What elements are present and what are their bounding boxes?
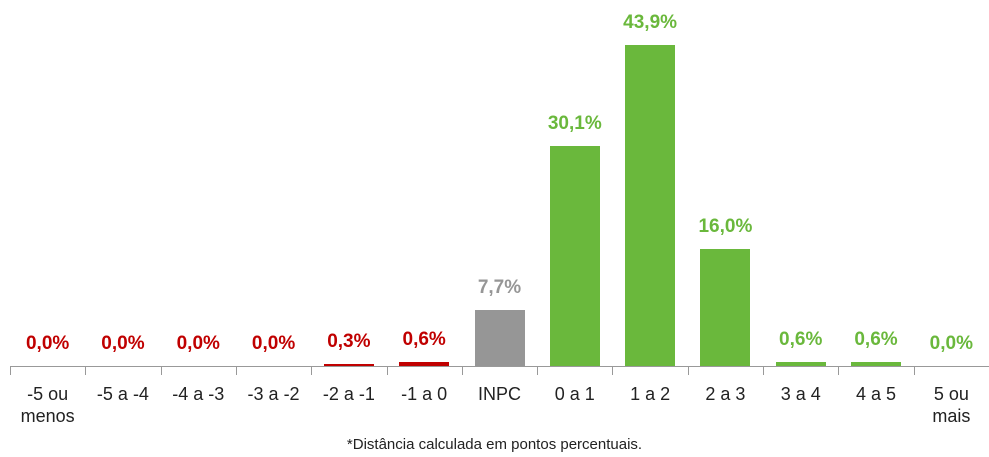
value-label: 0,6% <box>854 328 898 350</box>
value-label: 0,0% <box>101 333 145 354</box>
x-tick-label: INPC <box>477 384 521 404</box>
tick <box>461 366 463 375</box>
value-label: 0,0% <box>176 333 220 354</box>
note: *Distância calculada em pontos percentua… <box>346 436 643 453</box>
value-label: 0,6% <box>779 328 823 350</box>
x-tick-label: -3 a -2 <box>247 384 300 404</box>
x-tick-label: -2 a -1 <box>322 384 375 404</box>
tick <box>10 366 11 375</box>
value-label: 0,0% <box>929 333 973 354</box>
bar <box>399 361 450 366</box>
tick <box>235 366 237 375</box>
tick <box>687 366 689 375</box>
tick <box>838 366 840 375</box>
tick <box>913 366 915 375</box>
bar <box>700 249 751 366</box>
value-label: 30,1% <box>547 112 602 134</box>
value-label: 0,0% <box>251 333 296 354</box>
value-label: 7,7% <box>477 276 522 298</box>
value-label: 0,3% <box>327 330 371 352</box>
value-label: 0,6% <box>402 328 446 350</box>
x-tick-label: -4 a -3 <box>172 384 225 404</box>
x-tick-label: 1 a 2 <box>630 384 671 404</box>
x-tick-label: -5 a -4 <box>96 384 149 404</box>
tick <box>612 366 614 375</box>
tick <box>160 366 162 375</box>
tick <box>386 366 388 375</box>
bar <box>851 361 902 366</box>
tick <box>311 366 313 375</box>
x-tick-label: 2 a 3 <box>705 384 746 404</box>
x-tick-label: 5 ou mais <box>932 384 971 426</box>
axis <box>10 366 989 367</box>
x-tick-label: 3 a 4 <box>780 384 821 404</box>
value-label: 0,0% <box>25 333 70 354</box>
value-label: 16,0% <box>698 216 753 237</box>
x-tick-label: -1 a 0 <box>401 384 448 404</box>
bar <box>323 363 374 366</box>
x-tick-label: -5 ou menos <box>20 384 75 426</box>
x-tick-label: 4 a 5 <box>856 384 897 404</box>
value-label: 43,9% <box>623 12 678 33</box>
tick <box>85 366 87 375</box>
tick <box>763 366 765 375</box>
bar <box>625 45 676 366</box>
bar <box>474 309 525 366</box>
bar <box>775 361 826 366</box>
x-tick-label: 0 a 1 <box>554 384 595 404</box>
tick <box>537 366 539 375</box>
bar <box>549 145 600 366</box>
